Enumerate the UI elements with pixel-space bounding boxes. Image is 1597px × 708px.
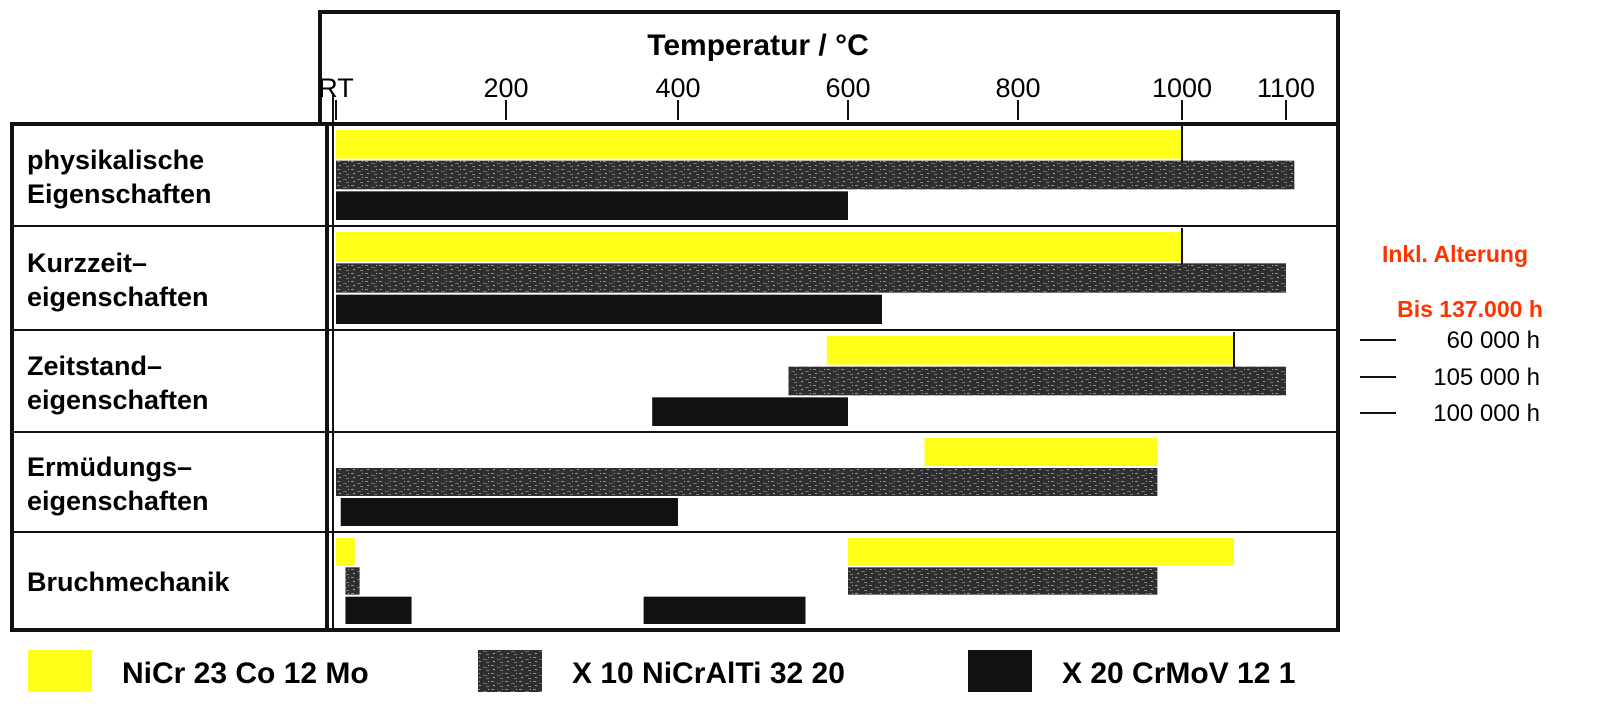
x-tick-label: 200 <box>483 73 528 103</box>
legend-label: NiCr 23 Co 12 Mo <box>122 657 369 690</box>
legend-swatch <box>28 650 92 692</box>
x-axis-title: Temperatur / °C <box>647 29 868 62</box>
range-bar <box>340 498 678 526</box>
range-bar <box>826 336 1234 365</box>
range-bar <box>336 130 1182 159</box>
range-bar <box>336 538 355 566</box>
category-label: eigenschaften <box>27 486 209 516</box>
range-bar <box>652 397 848 426</box>
note-aging: Inkl. Alterung <box>1382 241 1528 267</box>
category-label: physikalische <box>27 145 204 175</box>
category-label: Bruchmechanik <box>27 567 231 597</box>
range-bar <box>336 232 1182 262</box>
duration-label: 100 000 h <box>1433 400 1540 427</box>
range-bar <box>643 596 806 624</box>
x-tick-label: 800 <box>995 73 1040 103</box>
x-tick-label: 600 <box>825 73 870 103</box>
range-bar <box>336 191 848 220</box>
range-bar <box>345 567 360 595</box>
range-bar <box>848 538 1234 566</box>
legend-label: X 20 CrMoV 12 1 <box>1062 657 1295 690</box>
x-tick-label: 1000 <box>1152 73 1212 103</box>
x-tick-label: RT <box>318 73 354 103</box>
range-bar <box>336 294 882 324</box>
range-bar <box>336 468 1158 496</box>
row-labels: physikalische Eigenschaften Kurzzeit– eigen… <box>27 145 231 597</box>
range-bar <box>336 160 1295 190</box>
x-axis-ticks: RT 200 400 600 800 1000 1100 <box>318 73 1315 120</box>
category-label: eigenschaften <box>27 385 209 415</box>
range-bar <box>788 366 1286 396</box>
duration-label: 60 000 h <box>1447 327 1540 354</box>
note-max-hours: Bis 137.000 h <box>1397 296 1543 322</box>
duration-label: 105 000 h <box>1433 364 1540 391</box>
category-label: Eigenschaften <box>27 179 212 209</box>
legend-swatch <box>478 650 542 692</box>
range-bar <box>848 567 1158 595</box>
range-bar <box>924 438 1158 466</box>
x-tick-label: 400 <box>655 73 700 103</box>
row-dividers <box>12 225 1338 533</box>
category-label: Kurzzeit– <box>27 248 147 278</box>
legend-swatch <box>968 650 1032 692</box>
range-bar <box>336 263 1286 293</box>
x-tick-label: 1100 <box>1257 73 1315 103</box>
legend: NiCr 23 Co 12 Mo X 10 NiCrAlTi 32 20 X 20 … <box>28 650 1295 692</box>
legend-label: X 10 NiCrAlTi 32 20 <box>572 657 845 690</box>
category-label: eigenschaften <box>27 282 209 312</box>
range-bar <box>345 596 412 624</box>
duration-notes: 60 000 h 105 000 h 100 000 h <box>1360 327 1540 427</box>
category-label: Zeitstand– <box>27 351 162 381</box>
table-frame <box>10 122 1340 632</box>
category-label: Ermüdungs– <box>27 452 192 482</box>
range-bars <box>336 126 1295 624</box>
